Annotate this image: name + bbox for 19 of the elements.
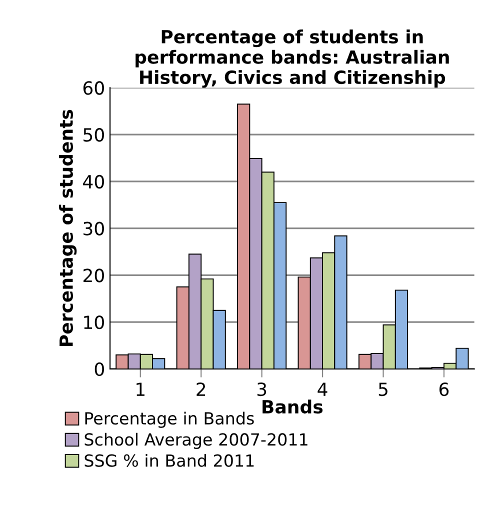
- x-axis-title: Bands: [262, 400, 323, 414]
- x-tick-label: 4: [318, 382, 328, 396]
- x-tick-label: 3: [257, 382, 266, 396]
- y-tick-label: 30: [84, 222, 104, 236]
- y-tick-label: 40: [83, 174, 104, 189]
- legend-label: Percentage in Bands: [85, 412, 254, 428]
- y-tick-label: 10: [84, 316, 104, 330]
- x-tick-label: 6: [439, 382, 449, 396]
- chart-title: Percentage of students in performance bands: Australian History, Civics and Citizenship: [136, 30, 449, 88]
- x-tick-label: 2: [196, 382, 206, 396]
- y-tick-label: 20: [84, 268, 104, 282]
- legend-label: SSG % in Band 2011: [84, 454, 254, 467]
- y-tick-label: 50: [84, 128, 104, 142]
- legend-label: School Average 2007-2011: [84, 432, 308, 449]
- y-axis-title: Percentage of students: [59, 110, 77, 346]
- y-tick-label: 0: [94, 362, 104, 376]
- x-tick-label: 5: [378, 382, 388, 396]
- x-tick-label: 1: [136, 382, 144, 396]
- y-tick-label: 60: [83, 81, 104, 95]
